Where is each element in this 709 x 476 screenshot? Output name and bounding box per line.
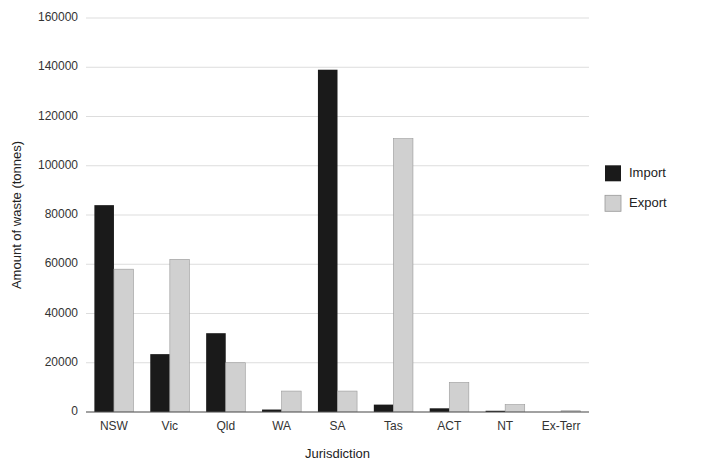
y-axis-title: Amount of waste (tonnes) (9, 141, 24, 289)
bar (114, 269, 134, 412)
x-axis: NSW Vic Qld WA SA Tas ACT NT Ex-Terr (86, 412, 589, 433)
bar (226, 363, 246, 412)
y-tick-label: 100000 (38, 158, 78, 172)
x-axis-line (86, 412, 589, 413)
x-tick-label: NT (497, 419, 514, 433)
legend-swatch (605, 165, 621, 181)
bar (430, 408, 450, 412)
legend-label: Export (629, 195, 667, 210)
y-tick-label: 120000 (38, 109, 78, 123)
bar (206, 333, 226, 412)
y-tick-label: 80000 (45, 207, 79, 221)
bar (150, 354, 170, 412)
bar (170, 259, 190, 412)
legend: Import Export (605, 165, 667, 212)
bar (94, 205, 114, 412)
bars (94, 70, 580, 412)
x-tick-label: Qld (216, 419, 235, 433)
x-tick-label: NSW (100, 419, 129, 433)
bar (449, 382, 469, 412)
bar (338, 391, 358, 412)
y-tick-label: 20000 (45, 355, 79, 369)
x-tick-label: Vic (162, 419, 178, 433)
grid (86, 18, 589, 412)
grid-line (86, 67, 589, 68)
y-tick-label: 40000 (45, 306, 79, 320)
chart: 0 20000 40000 60000 80000 100000 120000 140000 1… (0, 0, 709, 476)
x-tick-label: Ex-Terr (542, 419, 581, 433)
bar (393, 139, 413, 412)
y-tick-label: 140000 (38, 59, 78, 73)
legend-swatch (605, 195, 621, 211)
legend-label: Import (629, 165, 666, 180)
chart-container: 0 20000 40000 60000 80000 100000 120000 140000 1… (0, 0, 709, 476)
grid-line (86, 412, 589, 413)
bar (374, 405, 394, 412)
x-tick-label: ACT (437, 419, 462, 433)
y-tick-label: 160000 (38, 10, 78, 24)
y-tick-label: 0 (71, 404, 78, 418)
bar (282, 391, 302, 412)
x-axis-title: Jurisdiction (305, 446, 370, 461)
y-tick-label: 60000 (45, 256, 79, 270)
grid-line (86, 18, 589, 19)
x-tick-label: Tas (384, 419, 403, 433)
bar (505, 405, 525, 412)
x-tick-label: WA (272, 419, 291, 433)
y-axis: 0 20000 40000 60000 80000 100000 120000 140000 1… (38, 10, 78, 418)
bar (318, 70, 338, 412)
x-tick-label: SA (329, 419, 345, 433)
